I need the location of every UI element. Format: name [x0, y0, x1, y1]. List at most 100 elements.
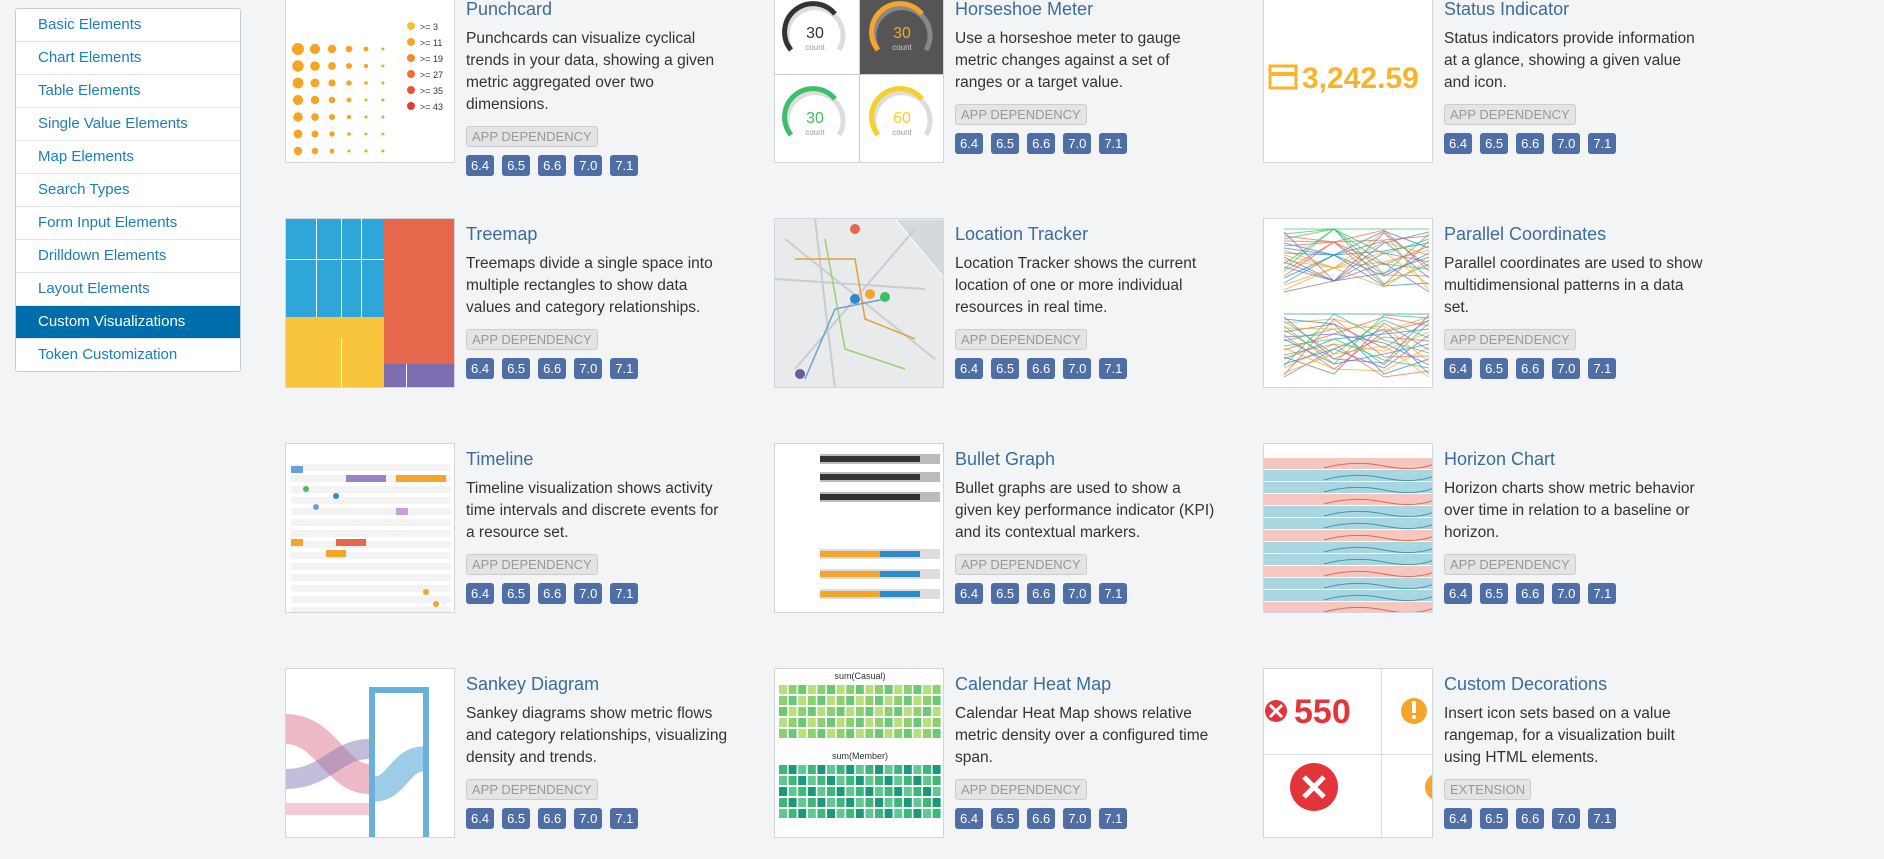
- thumb-label: >= 27: [420, 70, 443, 80]
- card-title[interactable]: Sankey Diagram: [466, 674, 600, 694]
- thumbnail-art: [291, 464, 451, 612]
- card-title[interactable]: Punchcard: [466, 0, 553, 19]
- nav-item[interactable]: Table Elements: [16, 75, 240, 108]
- version-badge: 7.1: [610, 155, 639, 176]
- shape: [827, 787, 835, 796]
- shape: [913, 809, 922, 818]
- nav-item[interactable]: Single Value Elements: [16, 108, 240, 141]
- thumbnail[interactable]: 550: [1263, 668, 1433, 838]
- nav-item[interactable]: Layout Elements: [16, 273, 240, 306]
- shape: [884, 809, 893, 818]
- dot: [381, 149, 385, 153]
- thumbnail[interactable]: >= 3 >= 11 >= 19 >= 27 >= 35 >= 43: [285, 0, 455, 163]
- card: Timeline Timeline visualization shows act…: [285, 443, 755, 668]
- thumbnail[interactable]: [1263, 443, 1433, 613]
- nav-item[interactable]: Search Types: [16, 174, 240, 207]
- shape: [865, 798, 874, 807]
- line-shape: [1283, 346, 1430, 372]
- shape: [788, 787, 797, 796]
- card-title[interactable]: Location Tracker: [955, 224, 1089, 244]
- dot: [292, 94, 304, 106]
- card-text: Calendar Heat Map Calendar Heat Map shows…: [955, 674, 1217, 829]
- card-title[interactable]: Calendar Heat Map: [955, 674, 1112, 694]
- tag: APP DEPENDENCY: [466, 329, 598, 350]
- thumbnail[interactable]: [285, 218, 455, 388]
- shape: [846, 765, 855, 774]
- shape: [855, 718, 864, 727]
- shape: [369, 687, 375, 837]
- shape: [865, 685, 874, 694]
- dot: [381, 47, 385, 51]
- shape: [846, 696, 855, 705]
- shape: [865, 809, 874, 818]
- line-shape: [1323, 522, 1432, 530]
- nav-item[interactable]: Drilldown Elements: [16, 240, 240, 273]
- shape: [341, 219, 342, 317]
- card-title[interactable]: Treemap: [466, 224, 538, 244]
- version-badge: 6.5: [1480, 133, 1509, 154]
- shape: [836, 685, 845, 694]
- line-shape: [869, 1, 924, 52]
- nav-item[interactable]: Basic Elements: [16, 9, 240, 42]
- shape: [836, 765, 845, 774]
- shape: [846, 787, 855, 796]
- thumbnail[interactable]: [1263, 218, 1433, 388]
- thumbnail[interactable]: 3,242.59: [1263, 0, 1433, 163]
- version-badges: 6.4 6.5 6.6 7.0 7.1: [466, 155, 728, 176]
- version-badge: 7.0: [574, 583, 603, 604]
- shape: [827, 798, 835, 807]
- version-badges: 6.4 6.5 6.6 7.0 7.1: [1444, 358, 1706, 379]
- thumbnail[interactable]: [774, 443, 944, 613]
- card-title[interactable]: Timeline: [466, 449, 534, 469]
- card-text: Punchcard Punchcards can visualize cyclic…: [466, 0, 728, 176]
- version-badges: 6.4 6.5 6.6 7.0 7.1: [955, 358, 1217, 379]
- shape: [807, 776, 816, 785]
- shape: [1412, 701, 1416, 713]
- shape: [855, 809, 864, 818]
- card-title[interactable]: Horizon Chart: [1444, 449, 1556, 469]
- card-title[interactable]: Status Indicator: [1444, 0, 1570, 19]
- nav-item[interactable]: Form Input Elements: [16, 207, 240, 240]
- shape: [903, 685, 912, 694]
- card: Sankey Diagram Sankey diagrams show metri…: [285, 668, 755, 859]
- version-badge: 6.4: [1444, 358, 1473, 379]
- thumbnail[interactable]: sum(Casual) sum(Member): [774, 668, 944, 838]
- shape: [291, 541, 451, 548]
- version-badge: 6.6: [538, 583, 567, 604]
- nav-item[interactable]: Chart Elements: [16, 42, 240, 75]
- dot: [407, 22, 415, 30]
- line-shape: [1283, 228, 1430, 255]
- thumbnail[interactable]: [774, 218, 944, 388]
- shape: [875, 707, 883, 716]
- shape: [923, 685, 931, 694]
- shape: [903, 696, 912, 705]
- shape: [932, 787, 941, 796]
- shape: [779, 776, 787, 785]
- shape: [836, 718, 845, 727]
- thumbnail[interactable]: [285, 443, 455, 613]
- card-title[interactable]: Horseshoe Meter: [955, 0, 1094, 19]
- version-badge: 6.5: [502, 583, 531, 604]
- shape: [932, 776, 941, 785]
- nav-item[interactable]: Map Elements: [16, 141, 240, 174]
- dot: [363, 63, 369, 69]
- nav-item[interactable]: Token Customization: [38, 346, 178, 363]
- card-title[interactable]: Bullet Graph: [955, 449, 1056, 469]
- shape: [316, 219, 317, 317]
- thumbnail[interactable]: 30 count 30 count 30 count 60 count: [774, 0, 944, 163]
- line-shape: [1283, 314, 1430, 364]
- nav-item[interactable]: Custom Visualizations: [16, 306, 240, 339]
- card-text: Timeline Timeline visualization shows act…: [466, 449, 728, 604]
- card-title[interactable]: Custom Decorations: [1444, 674, 1608, 694]
- shape: [779, 696, 787, 705]
- card-title[interactable]: Parallel Coordinates: [1444, 224, 1607, 244]
- thumbnail[interactable]: [285, 668, 455, 838]
- dot: [381, 98, 385, 102]
- shape: [884, 776, 893, 785]
- shape: [396, 508, 408, 515]
- card-description: Horizon charts show metric behavior over…: [1444, 480, 1695, 541]
- shape: [341, 339, 342, 387]
- thumbnail-art: [286, 219, 454, 387]
- version-badge: 6.4: [955, 583, 984, 604]
